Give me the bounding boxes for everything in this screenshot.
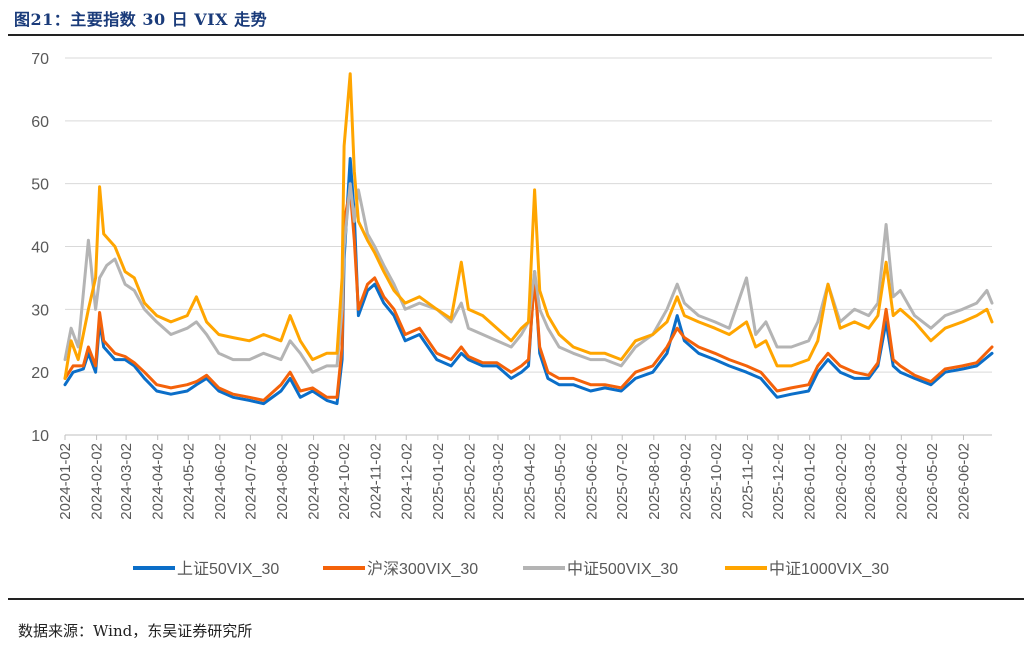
x-tick-label: 2025-01-02: [430, 443, 447, 520]
series-line: [63, 157, 994, 406]
x-tick-label: 2025-08-02: [646, 443, 663, 520]
x-tick-label: 2024-05-02: [180, 443, 197, 520]
x-tick-label: 2026-03-02: [862, 443, 879, 520]
legend-label: 沪深300VIX_30: [367, 560, 478, 578]
y-tick-label: 40: [31, 240, 49, 257]
x-tick-label: 2025-06-02: [584, 443, 601, 520]
y-tick-label: 50: [31, 177, 49, 194]
x-axis: 2024-01-02 2024-02-02 2024-03-02 2024-04-02…: [57, 434, 992, 520]
x-tick-label: 2025-04-02: [522, 443, 539, 520]
x-tick-label: 2026-02-02: [833, 443, 850, 520]
y-tick-label: 20: [31, 365, 49, 382]
x-tick-label: 2026-01-02: [802, 443, 819, 520]
series-line: [63, 188, 994, 402]
x-tick-label: 2024-06-02: [212, 443, 229, 520]
y-tick-label: 70: [31, 51, 49, 68]
x-tick-label: 2025-07-02: [614, 443, 631, 520]
x-tick-label: 2026-04-02: [893, 443, 910, 520]
y-tick-label: 60: [31, 114, 49, 131]
x-tick-label: 2024-02-02: [89, 443, 106, 520]
series-lines: [63, 72, 994, 406]
x-tick-label: 2024-04-02: [150, 443, 167, 520]
x-tick-label: 2024-12-02: [398, 443, 415, 520]
source-note: 数据来源：Wind，东吴证券研究所: [18, 622, 253, 640]
x-tick-label: 2024-09-02: [306, 443, 323, 520]
x-tick-label: 2024-11-02: [368, 443, 385, 519]
x-tick-label: 2024-01-02: [57, 443, 74, 520]
y-tick-label: 10: [31, 428, 49, 445]
bottom-rule: [8, 598, 1024, 600]
x-tick-label: 2024-08-02: [274, 443, 291, 520]
legend-label: 上证50VIX_30: [177, 560, 279, 578]
x-tick-label: 2025-05-02: [552, 443, 569, 520]
x-tick-label: 2026-05-02: [924, 443, 941, 520]
legend-label: 中证500VIX_30: [567, 560, 678, 578]
grid-lines: [65, 57, 992, 373]
legend: 上证50VIX_30 沪深300VIX_30 中证500VIX_30 中证1000VI…: [133, 560, 889, 578]
x-tick-label: 2024-10-02: [336, 443, 353, 520]
y-axis: 10 20 30 40 50 60 70: [31, 51, 49, 445]
x-tick-label: 2026-06-02: [955, 443, 972, 520]
y-tick-label: 30: [31, 302, 49, 319]
top-rule: [8, 34, 1024, 36]
x-tick-label: 2024-03-02: [118, 443, 135, 520]
x-tick-label: 2025-02-02: [461, 443, 478, 520]
x-tick-label: 2025-10-02: [708, 443, 725, 520]
x-tick-label: 2024-07-02: [242, 443, 259, 520]
figure-title: 图21：主要指数 30 日 VIX 走势: [14, 10, 268, 29]
x-tick-label: 2025-11-02: [740, 443, 757, 519]
legend-label: 中证1000VIX_30: [769, 560, 889, 578]
x-tick-label: 2025-12-02: [770, 443, 787, 520]
x-tick-label: 2025-09-02: [677, 443, 694, 520]
series-line: [63, 72, 994, 380]
x-tick-label: 2025-03-02: [490, 443, 507, 520]
